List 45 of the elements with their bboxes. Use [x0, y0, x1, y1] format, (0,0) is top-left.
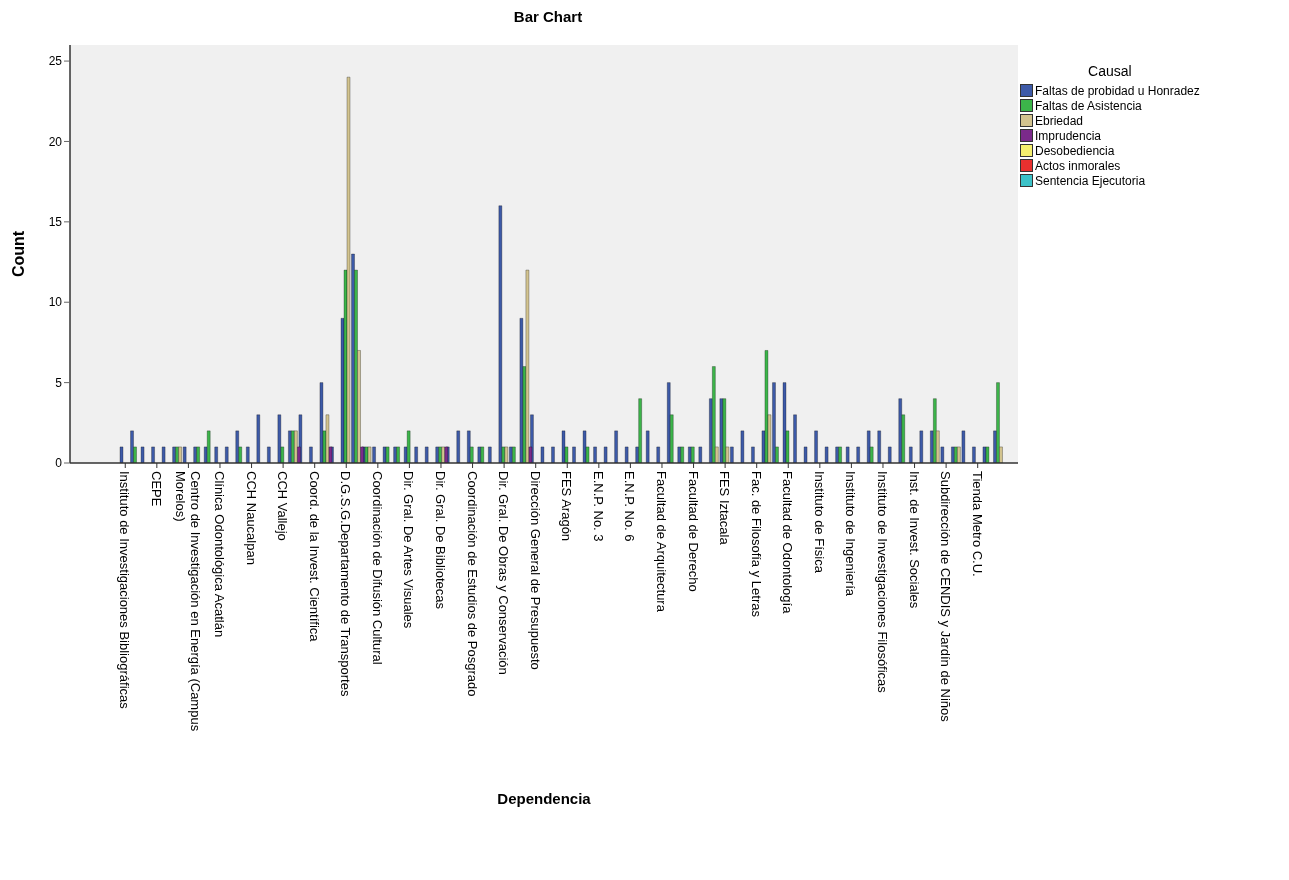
x-tick-label: CCH Vallejo — [275, 471, 291, 541]
x-tick-label: D.G.S.G.Departamento de Transportes — [338, 471, 354, 697]
x-tick-label: Subdirección de CENDIS y Jardín de Niños — [938, 471, 954, 723]
legend-label: Faltas de probidad u Honradez — [1035, 83, 1200, 98]
x-tick-label: Clínica Odontológica Acatlán — [212, 471, 228, 638]
y-tick-label: 25 — [48, 54, 63, 69]
x-tick-label: Coord. de la Invest. Científica — [307, 471, 323, 643]
x-tick-label: Facultad de Arquitectura — [654, 471, 670, 613]
x-tick-label: Coordinación de Difusión Cultural — [370, 471, 386, 665]
x-tick-label: Dir. Gral. De Bibliotecas — [433, 471, 449, 610]
x-tick-label: Instituto de Investigaciones Filosóficas — [875, 471, 891, 694]
x-tick-label: Tienda Metro C.U. — [970, 471, 986, 577]
x-tick-label: Centro de Investigación en Energía (Campus Morelos) — [173, 471, 204, 732]
legend-label: Sentencia Ejecutoria — [1035, 173, 1146, 188]
y-tick-label: 10 — [48, 295, 63, 310]
x-tick-label: Facultad de Derecho — [686, 471, 702, 592]
legend-label: Desobediencia — [1035, 143, 1115, 158]
x-tick-label: Dirección General de Presupuesto — [528, 471, 544, 670]
legend-title: Causal — [1087, 63, 1133, 79]
x-tick-label: E.N.P. No. 6 — [622, 471, 638, 542]
x-tick-label: Dir. Gral. De Artes Visuales — [401, 471, 417, 629]
x-tick-label: CEPE — [149, 471, 165, 507]
legend-label: Ebriedad — [1035, 113, 1084, 128]
x-tick-label: Instituto de Investigaciones Bibliográficas — [117, 471, 133, 710]
x-tick-label: Instituto de Ingeniería — [843, 471, 859, 597]
y-tick-label: 5 — [55, 375, 63, 390]
x-tick-label: FES Aragón — [559, 471, 575, 542]
legend-label: Faltas de Asistencia — [1035, 98, 1142, 113]
x-axis-title: Dependencia — [497, 790, 592, 807]
y-tick-label: 0 — [55, 456, 63, 471]
x-tick-label: CCH Naucalpan — [244, 471, 260, 565]
legend-label: Actos inmorales — [1035, 158, 1121, 173]
chart-title: Bar Chart — [512, 8, 584, 25]
x-tick-label: Fac. de Filosofía y Letras — [749, 471, 765, 618]
x-tick-label: Dir. Gral. De Obras y Conservación — [496, 471, 512, 675]
x-tick-label: FES Iztacala — [717, 471, 733, 546]
x-tick-label: E.N.P. No. 3 — [591, 471, 607, 542]
y-axis-title: Count — [9, 230, 27, 278]
x-tick-label: Instituto de Física — [812, 471, 828, 574]
x-tick-label: Facultad de Odontología — [780, 471, 796, 615]
x-tick-label: Coordinación de Estudios de Posgrado — [465, 471, 481, 697]
x-tick-label: Inst. de Invest. Sociales — [907, 471, 923, 609]
y-tick-label: 15 — [48, 215, 63, 230]
legend-label: Imprudencia — [1035, 128, 1102, 143]
y-tick-label: 20 — [48, 134, 63, 149]
